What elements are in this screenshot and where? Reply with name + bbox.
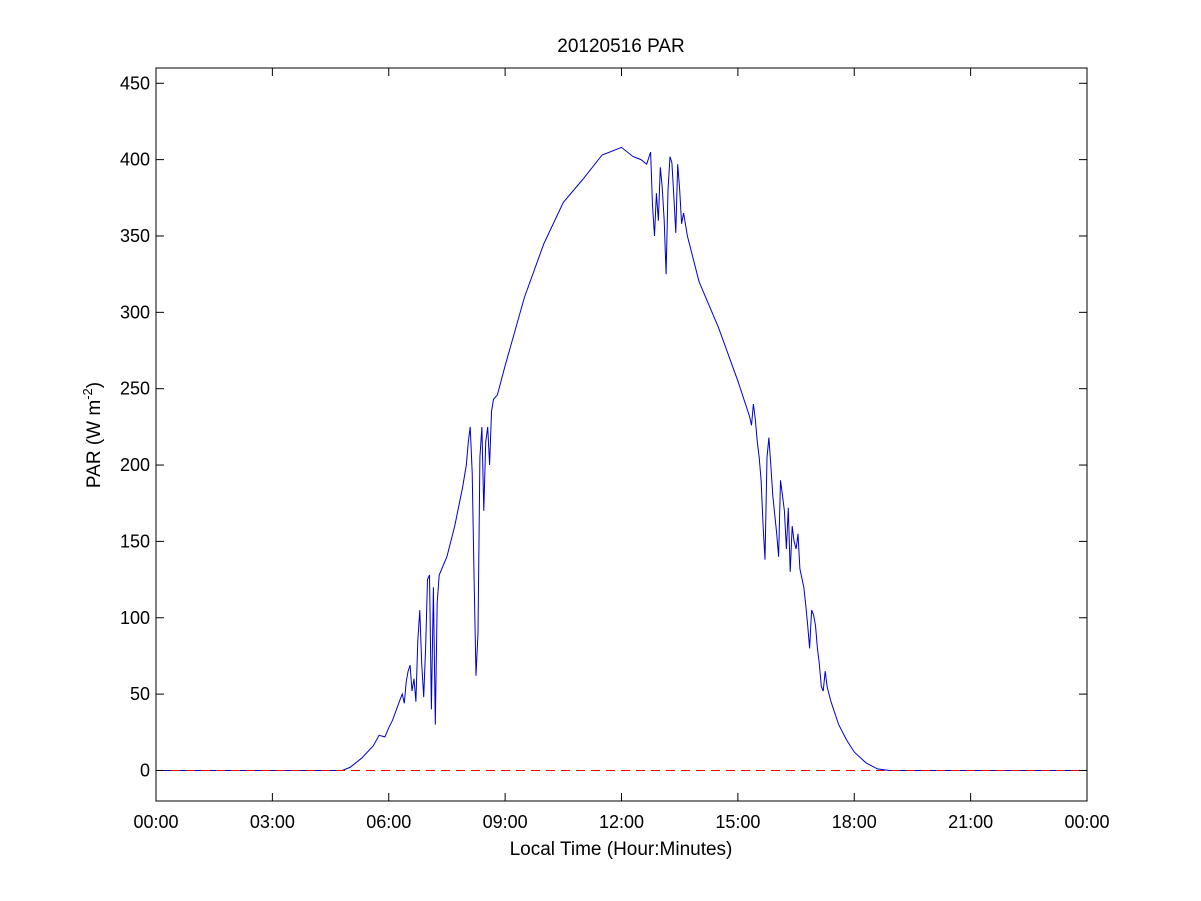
y-tick-label: 50: [130, 684, 150, 704]
x-tick-label: 15:00: [715, 812, 760, 832]
y-tick-label: 150: [120, 531, 150, 551]
x-tick-label: 21:00: [948, 812, 993, 832]
y-tick-label: 250: [120, 379, 150, 399]
series-layer: [156, 146, 1087, 771]
y-tick-label: 300: [120, 302, 150, 322]
x-tick-label: 18:00: [832, 812, 877, 832]
x-tick-label: 09:00: [483, 812, 528, 832]
y-tick-label: 350: [120, 226, 150, 246]
x-tick-label: 06:00: [366, 812, 411, 832]
plot-area: [155, 67, 1088, 802]
y-axis-label-superscript: -2: [80, 388, 95, 400]
y-axis: 0 50 100 150 200 250 300 350 400 450: [120, 73, 1087, 780]
y-tick-label: 0: [140, 760, 150, 780]
x-tick-label: 00:00: [133, 812, 178, 832]
y-axis-label-prefix: PAR (W m: [84, 400, 105, 488]
x-tick-label: 03:00: [250, 812, 295, 832]
y-tick-label: 400: [120, 150, 150, 170]
x-tick-label: 12:00: [599, 812, 644, 832]
y-axis-label-suffix: ): [84, 382, 105, 388]
x-tick-label: 00:00: [1064, 812, 1109, 832]
plot-frame: [155, 67, 1088, 802]
y-tick-label: 200: [120, 455, 150, 475]
y-tick-label: 450: [120, 73, 150, 93]
y-axis-label: PAR (W m-2): [80, 382, 105, 488]
x-axis-label: Local Time (Hour:Minutes): [510, 839, 733, 860]
chart-title: 20120516 PAR: [557, 36, 684, 57]
x-axis: 00:00 03:00 06:00 09:00 12:00 15:00 18:00 21:00…: [133, 68, 1110, 832]
y-tick-label: 100: [120, 608, 150, 628]
par-series-line: [156, 146, 1087, 771]
